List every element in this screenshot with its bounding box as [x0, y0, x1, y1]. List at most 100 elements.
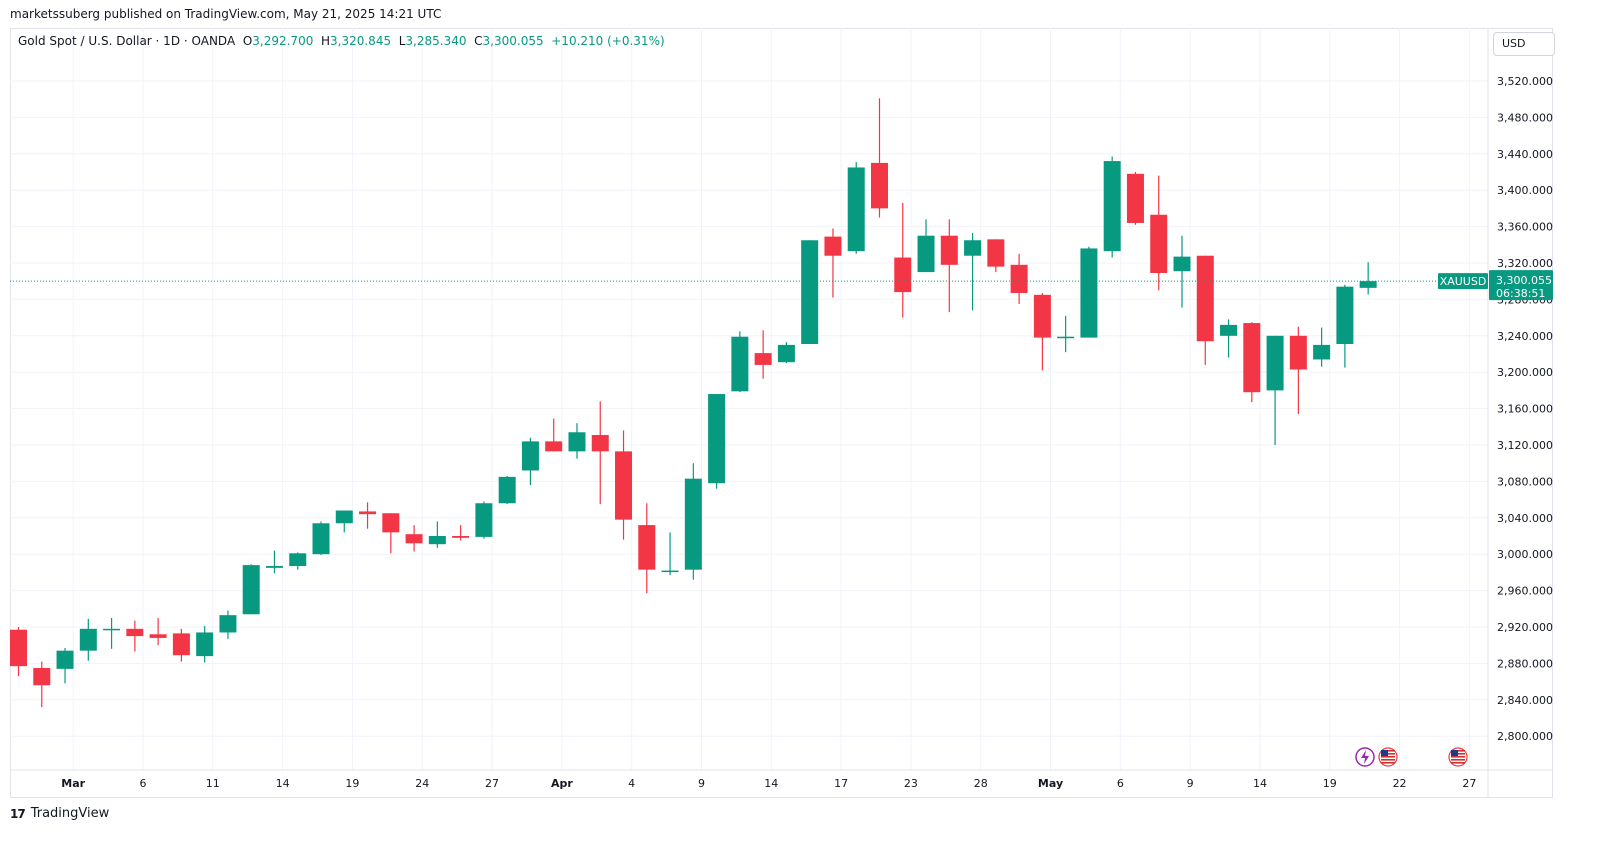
- candle: [777, 342, 795, 364]
- candle-body: [498, 476, 516, 504]
- price-badge-countdown: 06:38:51: [1496, 287, 1545, 300]
- time-tick-label: 27: [485, 777, 499, 790]
- candle-body: [452, 536, 470, 538]
- currency-button[interactable]: USD: [1493, 32, 1555, 56]
- legend-low-label: L: [398, 34, 406, 48]
- candle: [1126, 172, 1144, 225]
- candle-body: [754, 353, 772, 365]
- candle-body: [242, 565, 260, 615]
- time-tick-label: 11: [206, 777, 220, 790]
- candle-body: [1359, 281, 1377, 288]
- candle: [103, 617, 121, 649]
- price-tick-label: 3,000.000: [1497, 548, 1553, 561]
- candle: [312, 521, 330, 556]
- price-tick-label: 3,440.000: [1497, 148, 1553, 161]
- candle-body: [591, 434, 609, 452]
- candle: [1336, 284, 1354, 368]
- candle-body: [894, 257, 912, 293]
- candle: [1196, 255, 1214, 365]
- candle: [894, 202, 912, 318]
- candle: [219, 610, 237, 639]
- candle-body: [405, 534, 423, 544]
- candle: [1289, 326, 1307, 415]
- symbol-badge: XAUUSD: [1440, 275, 1487, 288]
- time-tick-label: 17: [834, 777, 848, 790]
- candle: [847, 161, 865, 254]
- price-axis: 2,800.000 2,840.000 2,880.000 2,920.000 2,96…: [1487, 28, 1553, 798]
- candle: [33, 661, 51, 708]
- us-flag-icon-canton: [1451, 750, 1458, 756]
- legend-symbol[interactable]: Gold Spot / U.S. Dollar · 1D · OANDA: [18, 34, 236, 48]
- candle: [591, 401, 609, 505]
- candle-body: [847, 167, 865, 252]
- candle: [1243, 322, 1261, 403]
- candle: [172, 628, 190, 662]
- us-flag-icon-stripe: [1381, 759, 1395, 761]
- candle: [149, 617, 167, 646]
- candle: [731, 331, 749, 393]
- tradingview-logo-icon: 17: [10, 806, 26, 821]
- us-flag-icon-stripe: [1381, 756, 1395, 758]
- legend-change: +10.210 (+0.31%): [551, 34, 665, 48]
- candle: [428, 521, 446, 548]
- event-icons: [1355, 747, 1468, 767]
- legend-open-value: 3,292.700: [252, 34, 314, 48]
- time-tick-label: 9: [698, 777, 705, 790]
- candle-body: [33, 667, 51, 686]
- time-tick-label: 4: [628, 777, 635, 790]
- candle-body: [1103, 161, 1121, 252]
- price-tick-label: 3,080.000: [1497, 475, 1553, 488]
- candle-body: [1196, 255, 1214, 342]
- candle-body: [708, 394, 726, 484]
- time-tick-label: 14: [1253, 777, 1267, 790]
- candle-body: [1173, 256, 1191, 272]
- symbol-badge-bg: [1438, 273, 1488, 290]
- time-tick-label: 6: [139, 777, 146, 790]
- candle-body: [1126, 173, 1144, 223]
- candle-body: [638, 525, 656, 570]
- candle-body: [1080, 248, 1098, 338]
- candle: [521, 437, 539, 486]
- candle: [1313, 327, 1331, 367]
- candle: [1033, 293, 1051, 371]
- candle-body: [1336, 286, 1354, 344]
- candle-body: [1010, 264, 1028, 294]
- candle: [638, 503, 656, 594]
- candle: [824, 228, 842, 298]
- candle-body: [987, 239, 1005, 267]
- candle-body: [56, 650, 74, 669]
- us-flag-icon[interactable]: [1378, 747, 1398, 767]
- price-tick-label: 3,120.000: [1497, 439, 1553, 452]
- lightning-icon[interactable]: [1355, 747, 1375, 767]
- candle-body: [1266, 335, 1284, 391]
- time-tick-label: 14: [764, 777, 778, 790]
- price-tick-label: 3,240.000: [1497, 330, 1553, 343]
- tradingview-brand[interactable]: 17 TradingView: [10, 806, 109, 821]
- candle: [335, 510, 353, 533]
- price-tick-label: 3,400.000: [1497, 184, 1553, 197]
- time-tick-label: Apr: [551, 777, 573, 790]
- price-tick-label: 2,880.000: [1497, 657, 1553, 670]
- price-badge-value: 3,300.055: [1496, 274, 1552, 287]
- candle: [452, 525, 470, 541]
- candle: [754, 330, 772, 379]
- us-flag-icon[interactable]: [1448, 747, 1468, 767]
- legend-high-label: H: [320, 34, 331, 48]
- price-tick-label: 3,360.000: [1497, 221, 1553, 234]
- price-tick-label: 3,480.000: [1497, 111, 1553, 124]
- candles: [10, 98, 1377, 708]
- candle: [126, 620, 144, 652]
- legend-close-value: 3,300.055: [482, 34, 544, 48]
- time-tick-label: 23: [904, 777, 918, 790]
- time-tick-label: 27: [1462, 777, 1476, 790]
- candle: [1080, 246, 1098, 338]
- us-flag-icon-stripe: [1381, 762, 1395, 764]
- candle-body: [521, 441, 539, 471]
- candle-body: [684, 478, 702, 570]
- candle-body: [475, 503, 493, 537]
- candle: [10, 627, 27, 677]
- candle-body: [801, 240, 819, 344]
- candle: [196, 626, 214, 663]
- candle-body: [1150, 214, 1168, 274]
